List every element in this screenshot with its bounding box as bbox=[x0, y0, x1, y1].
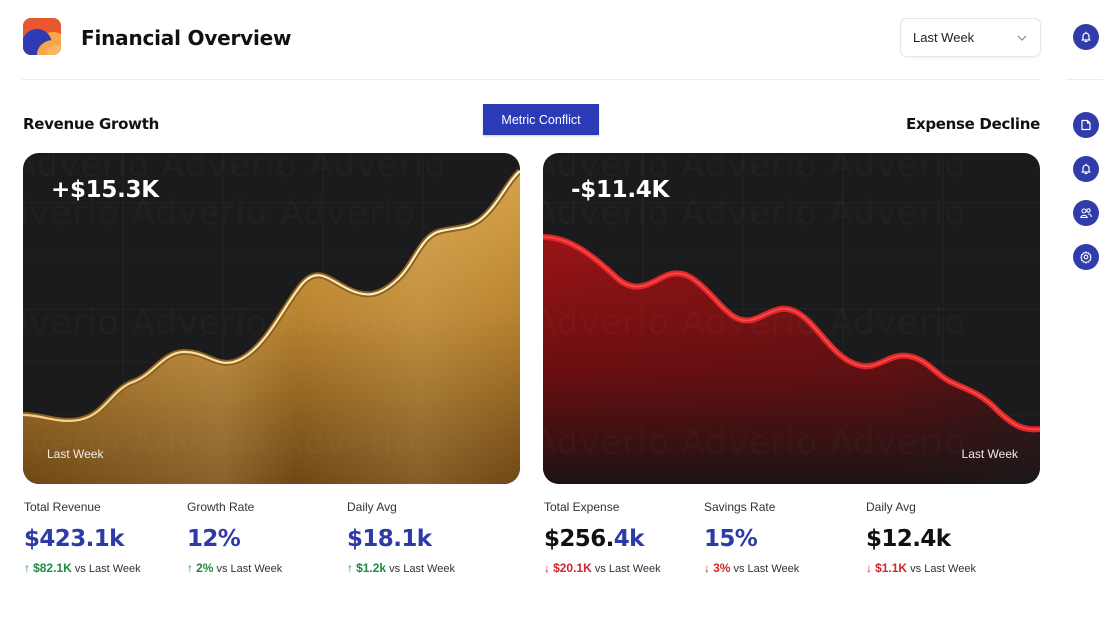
period-select[interactable]: Last Week bbox=[900, 18, 1041, 57]
stat-label: Total Expense bbox=[544, 500, 620, 514]
sidebar-item-settings[interactable] bbox=[1073, 244, 1099, 270]
revenue-area-chart bbox=[23, 153, 520, 484]
chevron-down-icon bbox=[1017, 35, 1027, 41]
expense-delta: -$11.4K bbox=[571, 177, 670, 203]
arrow-up-icon: ↑ bbox=[347, 561, 353, 575]
stat-label: Daily Avg bbox=[866, 500, 916, 514]
stat-change: ↑ $1.2k vs Last Week bbox=[347, 561, 455, 575]
stat-label: Daily Avg bbox=[347, 500, 397, 514]
metric-conflict-button[interactable]: Metric Conflict bbox=[483, 104, 599, 135]
stat-change: ↑ 2% vs Last Week bbox=[187, 561, 283, 575]
expense-decline-title: Expense Decline bbox=[906, 115, 1040, 133]
settings-icon bbox=[1080, 251, 1092, 264]
expense-chart-card: Adverio Adverio Adverio Adverio Adverio … bbox=[543, 153, 1040, 484]
arrow-up-icon: ↑ bbox=[24, 561, 30, 575]
revenue-chart-card: Adverio Adverio Adverio Adverio Adverio … bbox=[23, 153, 520, 484]
page-title: Financial Overview bbox=[81, 26, 292, 50]
sidebar-item-users[interactable] bbox=[1073, 200, 1099, 226]
bell-icon bbox=[1081, 163, 1091, 175]
sidebar-divider bbox=[1066, 79, 1103, 80]
expense-area-chart bbox=[543, 153, 1040, 484]
stat-value: 12% bbox=[187, 526, 241, 552]
revenue-delta: +$15.3K bbox=[51, 177, 159, 203]
stat-value: $256.4k bbox=[544, 526, 644, 552]
header: Financial Overview Last Week bbox=[0, 0, 1060, 80]
stat-value: $12.4k bbox=[866, 526, 951, 552]
stat-value: $18.1k bbox=[347, 526, 432, 552]
stat-expense-daily-avg: Daily Avg $12.4k ↓ $1.1K vs Last Week bbox=[866, 500, 976, 575]
document-icon bbox=[1081, 119, 1091, 131]
header-divider bbox=[22, 79, 1040, 80]
notifications-button[interactable] bbox=[1073, 24, 1099, 50]
stat-total-revenue: Total Revenue $423.1k ↑ $82.1K vs Last W… bbox=[24, 500, 141, 575]
stat-growth-rate: Growth Rate 12% ↑ 2% vs Last Week bbox=[187, 500, 282, 575]
users-icon bbox=[1080, 208, 1092, 219]
stat-revenue-daily-avg: Daily Avg $18.1k ↑ $1.2k vs Last Week bbox=[347, 500, 455, 575]
arrow-down-icon: ↓ bbox=[544, 561, 550, 575]
period-select-value: Last Week bbox=[913, 30, 975, 45]
revenue-growth-title: Revenue Growth bbox=[23, 115, 159, 133]
stat-change: ↓ 3% vs Last Week bbox=[704, 561, 800, 575]
arrow-down-icon: ↓ bbox=[866, 561, 872, 575]
stat-savings-rate: Savings Rate 15% ↓ 3% vs Last Week bbox=[704, 500, 799, 575]
sidebar-item-documents[interactable] bbox=[1073, 112, 1099, 138]
app-logo bbox=[23, 18, 61, 55]
stat-value: 15% bbox=[704, 526, 758, 552]
stat-label: Growth Rate bbox=[187, 500, 255, 514]
arrow-up-icon: ↑ bbox=[187, 561, 193, 575]
stat-label: Savings Rate bbox=[704, 500, 776, 514]
stat-value: $423.1k bbox=[24, 526, 124, 552]
expense-period-label: Last Week bbox=[961, 447, 1018, 461]
stat-label: Total Revenue bbox=[24, 500, 101, 514]
sidebar-item-notifications[interactable] bbox=[1073, 156, 1099, 182]
stat-total-expense: Total Expense $256.4k ↓ $20.1K vs Last W… bbox=[544, 500, 661, 575]
stat-change: ↑ $82.1K vs Last Week bbox=[24, 561, 141, 575]
stat-change: ↓ $1.1K vs Last Week bbox=[866, 561, 976, 575]
revenue-period-label: Last Week bbox=[47, 447, 104, 461]
arrow-down-icon: ↓ bbox=[704, 561, 710, 575]
bell-icon bbox=[1081, 31, 1091, 43]
stat-change: ↓ $20.1K vs Last Week bbox=[544, 561, 661, 575]
